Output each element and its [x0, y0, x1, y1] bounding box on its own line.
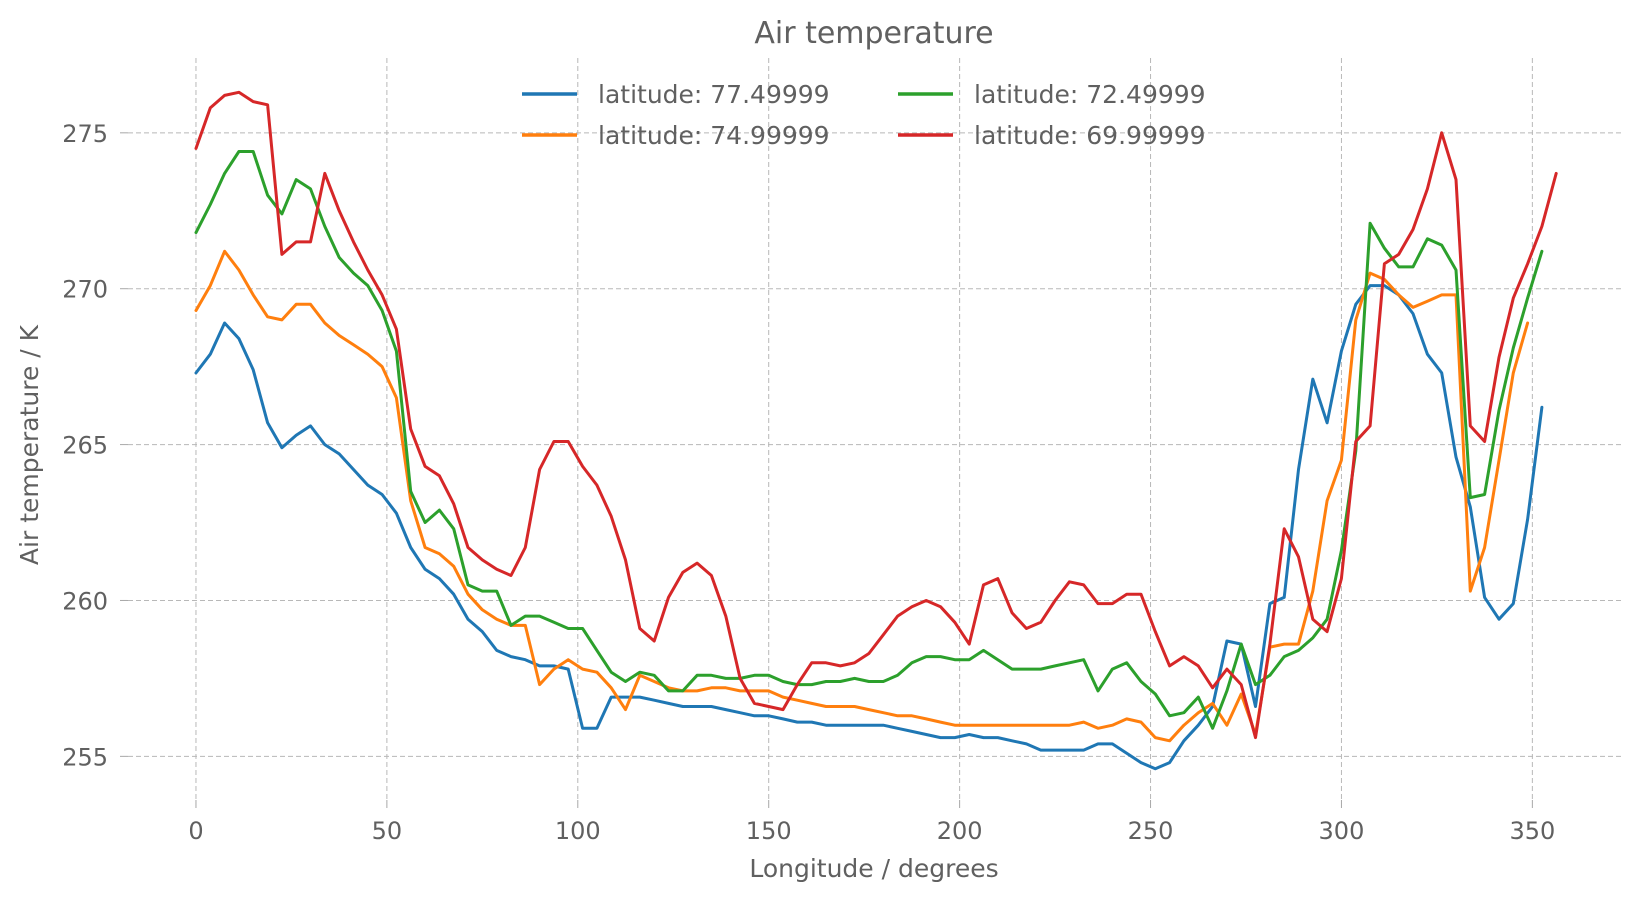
- chart-title: Air temperature: [754, 16, 993, 51]
- series-line-2: [194, 249, 1530, 743]
- x-tick-label: 350: [1509, 817, 1555, 845]
- series-lines: [194, 90, 1558, 771]
- x-tick-label: 100: [555, 817, 601, 845]
- legend-label: latitude: 69.99999: [974, 121, 1206, 150]
- series-line-4: [194, 90, 1558, 740]
- grid: [128, 58, 1624, 800]
- x-tick-label: 300: [1319, 817, 1365, 845]
- legend-item: latitude: 72.49999: [898, 80, 1206, 109]
- x-tick-label: 0: [188, 817, 203, 845]
- x-tick-label: 150: [746, 817, 792, 845]
- legend-label: latitude: 77.49999: [598, 80, 830, 109]
- legend-item: latitude: 69.99999: [898, 121, 1206, 150]
- legend-label: latitude: 72.49999: [974, 80, 1206, 109]
- y-tick-label: 255: [62, 743, 108, 771]
- x-axis-label: Longitude / degrees: [749, 854, 998, 883]
- x-tick-label: 50: [372, 817, 403, 845]
- series-line-3: [194, 150, 1544, 730]
- legend-item: latitude: 77.49999: [522, 80, 830, 109]
- series-line-1: [194, 284, 1544, 771]
- y-tick-label: 260: [62, 587, 108, 615]
- legend: latitude: 77.49999 latitude: 74.99999 lati…: [522, 80, 1206, 150]
- y-axis-label: Air temperature / K: [15, 324, 44, 565]
- x-tick-label: 200: [937, 817, 983, 845]
- axes: 0 50 100 150 200 250 300 350 255 260 265 270 275: [62, 120, 1555, 845]
- legend-item: latitude: 74.99999: [522, 121, 830, 150]
- y-tick-label: 265: [62, 432, 108, 460]
- legend-label: latitude: 74.99999: [598, 121, 830, 150]
- y-tick-label: 275: [62, 120, 108, 148]
- x-tick-label: 250: [1128, 817, 1174, 845]
- y-tick-label: 270: [62, 276, 108, 304]
